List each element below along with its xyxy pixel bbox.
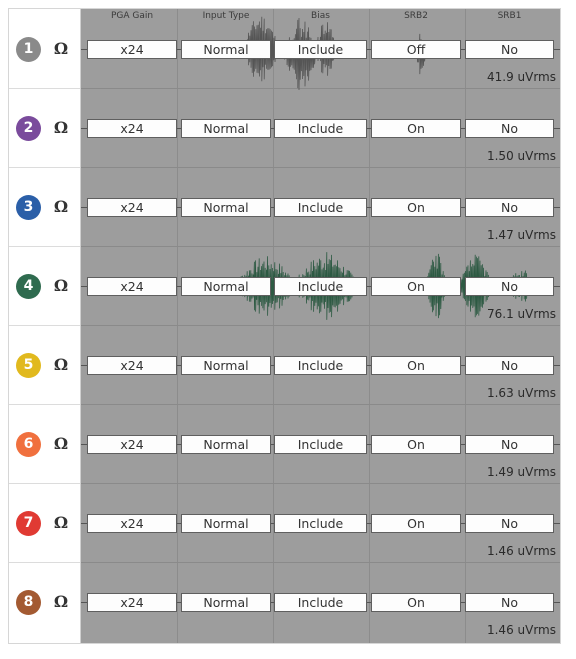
grid-line-horizontal [81, 246, 560, 247]
impedance-ohm-icon[interactable]: Ω [53, 276, 69, 295]
channel-8-toggle[interactable]: 8 [16, 590, 41, 615]
impedance-ohm-icon[interactable]: Ω [53, 118, 69, 137]
rms-value: 1.49 uVrms [486, 465, 556, 479]
bias-button[interactable]: Include [274, 119, 367, 138]
rms-value: 1.46 uVrms [486, 544, 556, 558]
pga-gain-button[interactable]: x24 [87, 198, 177, 217]
row-divider [9, 167, 80, 168]
waveform-burst [285, 252, 366, 320]
time-series-plot [81, 9, 560, 643]
bias-button[interactable]: Include [274, 40, 367, 59]
column-header-input-type: Input Type [202, 11, 250, 21]
srb1-button[interactable]: No [465, 356, 554, 375]
pga-gain-button[interactable]: x24 [87, 356, 177, 375]
bias-button[interactable]: Include [274, 435, 367, 454]
row-divider [9, 88, 80, 89]
column-header-srb2: SRB2 [404, 11, 428, 21]
srb1-button[interactable]: No [465, 593, 554, 612]
channel-4-toggle[interactable]: 4 [16, 274, 41, 299]
input-type-button[interactable]: Normal [181, 514, 271, 533]
input-type-button[interactable]: Normal [181, 119, 271, 138]
srb1-button[interactable]: No [465, 277, 554, 296]
pga-gain-button[interactable]: x24 [87, 593, 177, 612]
bias-button[interactable]: Include [274, 198, 367, 217]
srb2-button[interactable]: On [371, 119, 461, 138]
grid-line-horizontal [81, 562, 560, 563]
input-type-button[interactable]: Normal [181, 593, 271, 612]
bias-button[interactable]: Include [274, 514, 367, 533]
srb1-button[interactable]: No [465, 119, 554, 138]
rms-value: 1.50 uVrms [486, 149, 556, 163]
rms-value: 76.1 uVrms [486, 307, 556, 321]
rms-value: 1.63 uVrms [486, 386, 556, 400]
srb2-button[interactable]: On [371, 277, 461, 296]
rms-value: 41.9 uVrms [486, 70, 556, 84]
column-header-gain: PGA Gain [110, 11, 154, 21]
input-type-button[interactable]: Normal [181, 435, 271, 454]
input-type-button[interactable]: Normal [181, 198, 271, 217]
pga-gain-button[interactable]: x24 [87, 277, 177, 296]
grid-line-vertical [369, 9, 370, 643]
grid-line-horizontal [81, 325, 560, 326]
srb2-button[interactable]: On [371, 198, 461, 217]
column-header-srb1: SRB1 [497, 11, 522, 21]
channel-7-toggle[interactable]: 7 [16, 511, 41, 536]
row-divider [9, 404, 80, 405]
srb2-button[interactable]: On [371, 356, 461, 375]
grid-line-vertical [177, 9, 178, 643]
srb1-button[interactable]: No [465, 435, 554, 454]
rms-value: 1.47 uVrms [486, 228, 556, 242]
row-divider [9, 483, 80, 484]
channel-3-toggle[interactable]: 3 [16, 195, 41, 220]
row-divider [9, 325, 80, 326]
impedance-ohm-icon[interactable]: Ω [53, 39, 69, 58]
rms-value: 1.46 uVrms [486, 623, 556, 637]
impedance-ohm-icon[interactable]: Ω [53, 592, 69, 611]
srb2-button[interactable]: On [371, 593, 461, 612]
impedance-ohm-icon[interactable]: Ω [53, 513, 69, 532]
pga-gain-button[interactable]: x24 [87, 40, 177, 59]
pga-gain-button[interactable]: x24 [87, 119, 177, 138]
bias-button[interactable]: Include [274, 356, 367, 375]
input-type-button[interactable]: Normal [181, 356, 271, 375]
channel-6-toggle[interactable]: 6 [16, 432, 41, 457]
impedance-ohm-icon[interactable]: Ω [53, 355, 69, 374]
srb1-button[interactable]: No [465, 198, 554, 217]
channel-2-toggle[interactable]: 2 [16, 116, 41, 141]
srb2-button[interactable]: On [371, 435, 461, 454]
channel-5-toggle[interactable]: 5 [16, 353, 41, 378]
bias-button[interactable]: Include [274, 277, 367, 296]
channel-1-toggle[interactable]: 1 [16, 37, 41, 62]
srb2-button[interactable]: Off [371, 40, 461, 59]
input-type-button[interactable]: Normal [181, 40, 271, 59]
srb2-button[interactable]: On [371, 514, 461, 533]
grid-line-horizontal [81, 88, 560, 89]
bias-button[interactable]: Include [274, 593, 367, 612]
pga-gain-button[interactable]: x24 [87, 514, 177, 533]
impedance-ohm-icon[interactable]: Ω [53, 197, 69, 216]
row-divider [9, 246, 80, 247]
grid-line-vertical [273, 9, 274, 643]
pga-gain-button[interactable]: x24 [87, 435, 177, 454]
grid-line-vertical [465, 9, 466, 643]
grid-line-horizontal [81, 404, 560, 405]
input-type-button[interactable]: Normal [181, 277, 271, 296]
srb1-button[interactable]: No [465, 40, 554, 59]
grid-line-horizontal [81, 167, 560, 168]
impedance-ohm-icon[interactable]: Ω [53, 434, 69, 453]
srb1-button[interactable]: No [465, 514, 554, 533]
grid-line-horizontal [81, 483, 560, 484]
row-divider [9, 562, 80, 563]
column-header-bias: Bias [311, 11, 330, 21]
